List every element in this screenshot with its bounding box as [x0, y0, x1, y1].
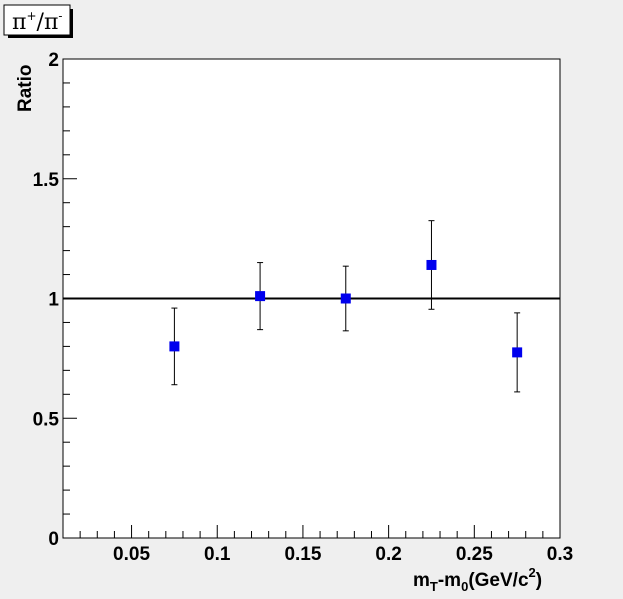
x-tick-label: 0.1 [204, 544, 231, 565]
x-axis-title: mT-m0(GeV/c2) [413, 565, 542, 594]
y-tick-label: 1 [48, 290, 59, 311]
y-axis-title: Ratio [15, 65, 36, 113]
title-box-shadow-right [70, 9, 73, 38]
data-point-marker [340, 293, 351, 304]
axis-ticks [62, 58, 561, 539]
y-tick-label: 1.5 [33, 170, 60, 191]
x-tick-label: 0.3 [547, 544, 573, 565]
tick-labels: 0.05 0.1 0.15 0.2 0.25 0.3 0 0.5 1 1.5 2 [33, 50, 574, 565]
y-tick-label: 0.5 [33, 409, 60, 430]
data-point-marker [169, 341, 180, 352]
x-tick-label: 0.25 [456, 544, 493, 565]
data-point-marker [426, 259, 437, 270]
x-tick-label: 0.15 [284, 544, 321, 565]
data-point-marker [255, 291, 266, 302]
y-tick-label: 0 [48, 529, 59, 550]
title-box: π+/π- [3, 4, 73, 38]
data-point-marker [512, 347, 523, 358]
title-box-frame [3, 4, 71, 36]
title-box-shadow-bottom [8, 35, 73, 38]
y-tick-label: 2 [48, 50, 59, 71]
x-tick-label: 0.05 [113, 544, 150, 565]
chart-title: π+/π- [12, 9, 62, 35]
x-tick-label: 0.2 [375, 544, 401, 565]
data-points [169, 220, 523, 393]
